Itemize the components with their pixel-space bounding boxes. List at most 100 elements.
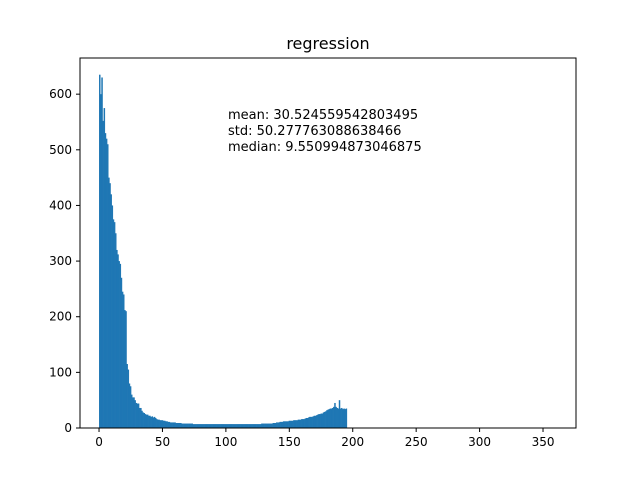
histogram-bar xyxy=(117,254,119,428)
histogram-bar xyxy=(296,420,299,428)
histogram-bar xyxy=(256,424,259,428)
histogram-bar xyxy=(181,423,183,428)
histogram-bar xyxy=(325,411,327,428)
histogram-bar xyxy=(301,419,303,428)
histogram-bar xyxy=(229,424,231,428)
histogram-bar xyxy=(262,423,264,428)
histogram-bar xyxy=(247,424,249,428)
histogram-bar xyxy=(205,424,207,428)
histogram-bar xyxy=(237,424,239,428)
histogram-bar xyxy=(135,402,138,428)
histogram-bar xyxy=(216,424,219,428)
histogram-bar xyxy=(154,417,157,428)
histogram-bar xyxy=(233,424,236,428)
x-tick-label: 150 xyxy=(278,435,301,449)
histogram-bar xyxy=(230,424,232,428)
histogram-bar xyxy=(223,424,225,428)
histogram-bar xyxy=(244,424,246,428)
histogram-bar xyxy=(142,412,144,428)
histogram-bar xyxy=(336,407,338,428)
histogram-bar xyxy=(127,369,130,428)
histogram-bar xyxy=(144,414,147,428)
histogram-bar xyxy=(152,417,155,428)
histogram-bar xyxy=(110,194,112,428)
y-tick-label: 500 xyxy=(49,143,72,157)
histogram-bar xyxy=(191,423,193,428)
histogram-bar xyxy=(108,177,110,428)
histogram-bar xyxy=(169,422,172,428)
histogram-bar xyxy=(120,277,123,428)
histogram-bar xyxy=(148,415,150,428)
histogram-bar xyxy=(264,423,267,428)
histogram-bar xyxy=(123,294,125,428)
histogram-bar xyxy=(261,423,263,428)
histogram-bar xyxy=(109,183,111,428)
histogram-bar xyxy=(304,418,307,428)
histogram-bar xyxy=(312,416,315,428)
histogram-bar xyxy=(196,424,198,428)
histogram-bar xyxy=(333,406,335,428)
histogram-bar xyxy=(310,416,312,428)
y-tick-label: 100 xyxy=(49,365,72,379)
histogram-bar xyxy=(326,410,328,428)
histogram-bar xyxy=(342,409,344,428)
histogram-bar xyxy=(329,408,332,428)
histogram-bar xyxy=(266,423,269,428)
histogram-bar xyxy=(337,408,340,428)
histogram-bar xyxy=(272,422,275,428)
histogram-bar xyxy=(254,424,256,428)
histogram-bar xyxy=(282,421,285,428)
histogram-bar xyxy=(291,420,294,428)
histogram-bar xyxy=(207,424,209,428)
histogram-bar xyxy=(309,416,311,428)
histogram-bar xyxy=(245,424,247,428)
histogram-bar xyxy=(140,407,142,428)
histogram-bar xyxy=(313,415,316,428)
histogram-bar xyxy=(161,420,164,428)
histogram-bar xyxy=(180,422,182,428)
histogram-bar xyxy=(213,424,215,428)
histogram-bar xyxy=(208,424,211,428)
chart-title: regression xyxy=(286,34,369,53)
histogram-bar xyxy=(125,311,127,428)
histogram-bar xyxy=(287,421,289,428)
histogram-bar xyxy=(218,424,221,428)
mean-annotation: mean: 30.524559542803495 xyxy=(228,108,418,123)
histogram-bar xyxy=(258,424,261,428)
histogram-bar xyxy=(172,422,174,428)
histogram-bar xyxy=(209,424,212,428)
histogram-bar xyxy=(303,419,305,428)
histogram-bar xyxy=(103,108,106,428)
histogram-bar xyxy=(157,419,159,428)
histogram-bar xyxy=(339,408,342,428)
histogram-bar xyxy=(341,407,343,428)
histogram-bar xyxy=(183,423,186,428)
histogram-bar xyxy=(231,424,233,428)
histogram-bars xyxy=(99,74,348,429)
histogram-bar xyxy=(298,419,301,428)
histogram-bar xyxy=(137,403,140,428)
histogram-bar xyxy=(222,424,224,428)
histogram-bar xyxy=(133,397,135,428)
histogram-bar xyxy=(224,424,227,428)
histogram-bar xyxy=(327,409,329,428)
histogram-bar xyxy=(321,413,324,428)
histogram-bar xyxy=(242,424,245,428)
histogram-bar xyxy=(101,77,103,428)
histogram-bar xyxy=(149,415,151,428)
histogram-bar xyxy=(322,412,325,428)
histogram-bar xyxy=(201,424,204,428)
histogram-bar xyxy=(166,421,168,428)
histogram-bar xyxy=(128,383,131,428)
histogram-bar xyxy=(334,402,336,428)
histogram-bar xyxy=(185,423,188,428)
y-tick-label: 300 xyxy=(49,254,72,268)
histogram-bar xyxy=(153,416,156,428)
histogram-bar xyxy=(249,424,252,428)
histogram-bar xyxy=(214,424,216,428)
histogram-bar xyxy=(283,421,286,428)
histogram-bar xyxy=(320,413,323,428)
